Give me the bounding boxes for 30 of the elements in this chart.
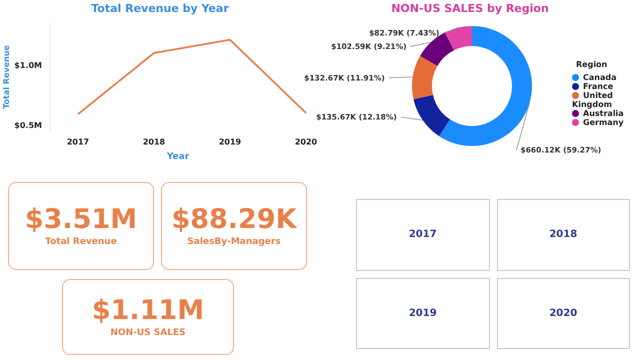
chart-title: Total Revenue by Year [90,2,230,15]
text: $3.51M [24,204,138,235]
legend-label: Germany [583,118,624,127]
text: $88.29K [171,204,297,235]
text: NON-US SALES [110,328,186,338]
donut-slice [412,56,438,100]
x-tick-label: 2017 [66,138,90,147]
x-axis-title: Year [166,152,190,162]
y-tick-label: $0.5M [14,120,42,130]
x-tick-label: 2020 [294,138,318,147]
category-label: 2018 [496,199,630,270]
legend-label: France [583,82,614,91]
legend-label: United Kingdom [572,91,613,109]
legend-title: Region [576,60,608,69]
category-label: 2017 [356,199,490,270]
text: $1.11M [92,294,204,326]
text: SalesBy-Managers [187,237,281,248]
donut-slice [439,26,532,146]
x-tick-label: 2018 [142,138,166,147]
y-axis-title: Total Revenue [2,44,11,109]
chart-title: NON-US SALES by Region [390,2,550,15]
legend-label: Canada [583,73,616,82]
y-tick-label: $1.0M [14,60,42,70]
text: Total Revenue [45,237,117,248]
donut-slice [444,26,472,50]
x-tick-label: 2019 [218,138,242,147]
donut-slice [413,94,450,136]
category-label: 2020 [496,278,630,349]
category-label: 2019 [356,278,490,349]
legend-label: Australia [583,109,624,118]
